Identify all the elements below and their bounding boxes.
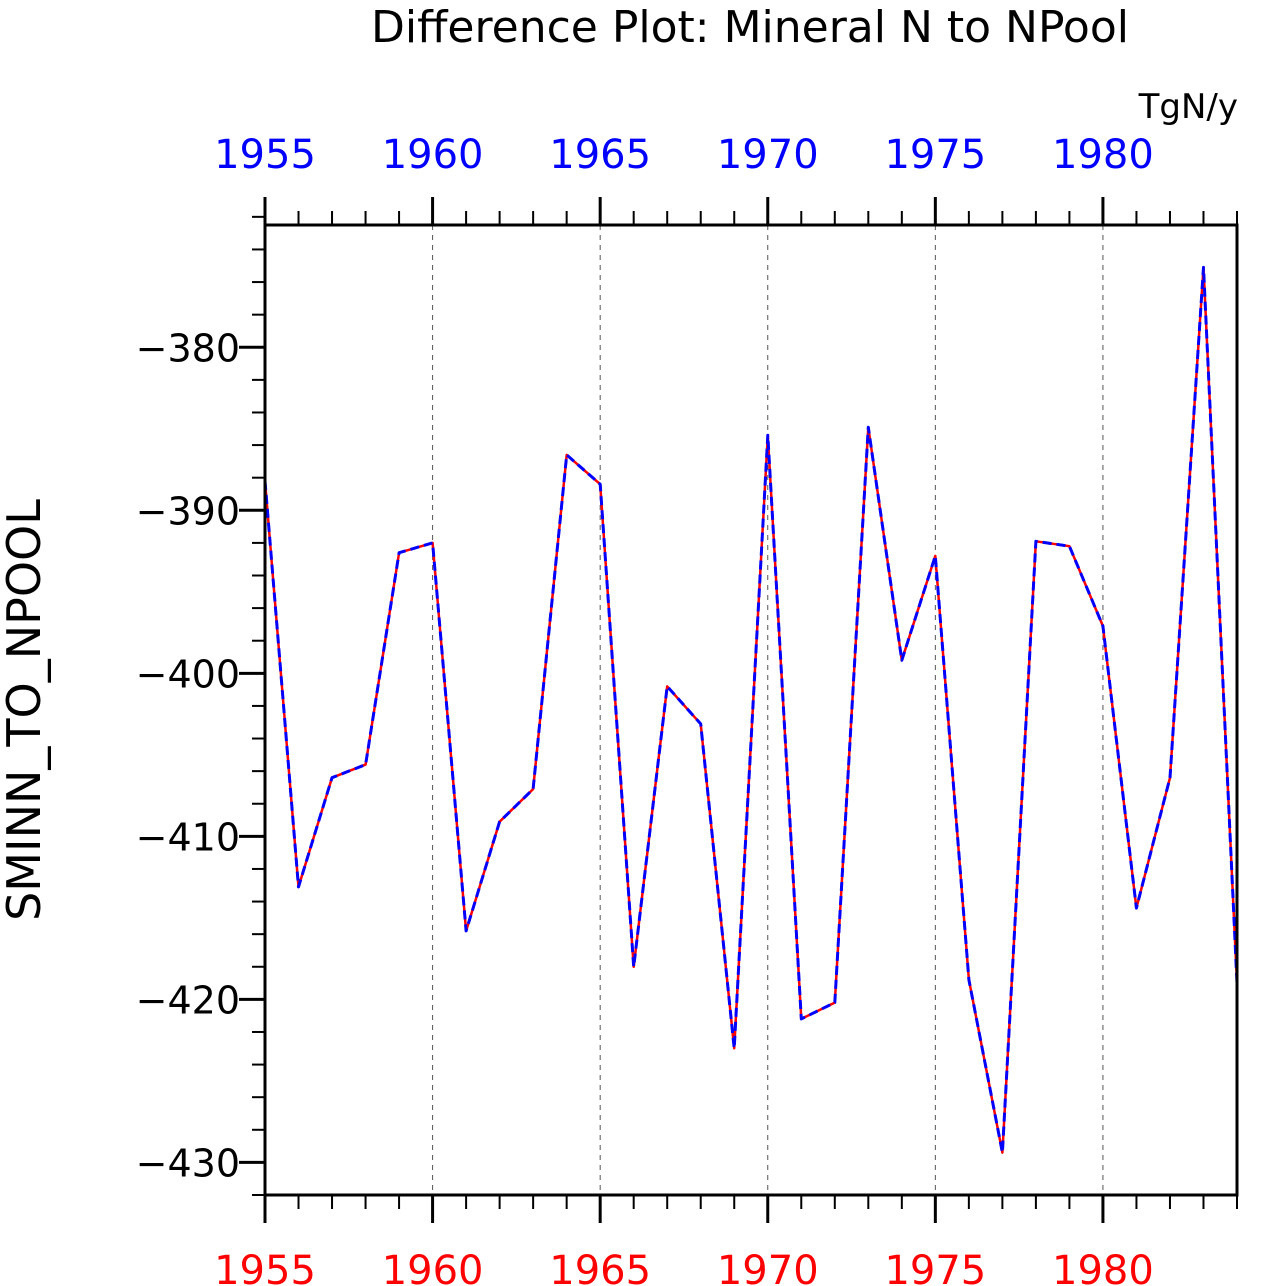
x-tick-label-top: 1970 — [717, 132, 819, 178]
x-tick-label-bottom: 1975 — [884, 1248, 986, 1286]
units-label: TgN/y — [1138, 87, 1238, 127]
x-tick-label-bottom: 1980 — [1052, 1248, 1154, 1286]
axis-ticks — [239, 197, 1238, 1223]
y-tick-label: −380 — [136, 326, 240, 370]
x-tick-label-bottom: 1960 — [382, 1248, 484, 1286]
plot-frame — [263, 223, 1239, 1197]
y-tick-label: −420 — [136, 978, 240, 1022]
y-axis-label: SMINN_TO_NPOOL — [0, 499, 51, 921]
y-tick-label: −410 — [136, 815, 240, 859]
tick-labels: −380 −390 −400 −410 −420 −430 1955 1955 1960 1960… — [136, 132, 1154, 1286]
x-tick-label-top: 1965 — [549, 132, 651, 178]
x-tick-label-bottom: 1970 — [717, 1248, 819, 1286]
x-tick-label-top: 1980 — [1052, 132, 1154, 178]
gridlines — [432, 225, 1104, 1195]
y-tick-label: −400 — [136, 652, 240, 696]
series-lines — [263, 265, 1239, 1155]
y-tick-label: −390 — [136, 489, 240, 533]
x-tick-label-top: 1960 — [382, 132, 484, 178]
series-line-2 — [263, 265, 1239, 1155]
x-tick-label-top: 1975 — [884, 132, 986, 178]
chart-title: Difference Plot: Mineral N to NPool — [371, 2, 1129, 53]
series-line-1 — [263, 266, 1239, 1154]
x-tick-label-bottom: 1965 — [549, 1248, 651, 1286]
x-tick-label-bottom: 1955 — [214, 1248, 316, 1286]
y-tick-label: −430 — [136, 1141, 240, 1185]
x-tick-label-top: 1955 — [214, 132, 316, 178]
